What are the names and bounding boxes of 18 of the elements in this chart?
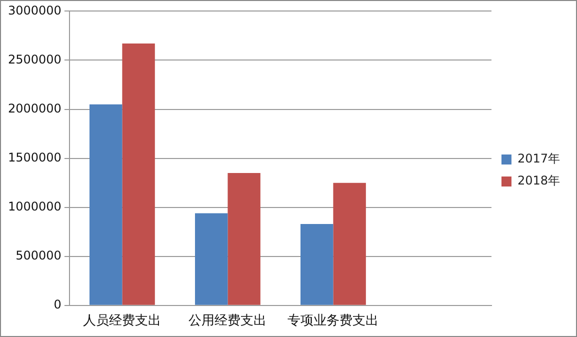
bar [89, 104, 122, 305]
x-tick-label: 专项业务费支出 [288, 314, 379, 329]
y-tick-label: 3000000 [8, 3, 62, 18]
legend-label: 2018年 [517, 174, 560, 188]
bar [122, 44, 155, 305]
y-tick-label: 1500000 [8, 150, 62, 164]
bar [333, 182, 366, 305]
bar [228, 173, 260, 305]
y-tick-label: 0 [54, 298, 62, 312]
x-tick-label: 公用经费支出 [188, 314, 267, 329]
y-tick-label: 500000 [16, 248, 62, 262]
bar [194, 213, 228, 305]
x-tick-label: 人员经费支出 [83, 314, 162, 329]
y-tick-label: 1000000 [8, 199, 62, 214]
legend-label: 2017年 [517, 152, 560, 166]
y-tick-label: 2500000 [8, 52, 62, 66]
y-tick-label: 2000000 [8, 101, 62, 116]
bar [300, 224, 334, 305]
